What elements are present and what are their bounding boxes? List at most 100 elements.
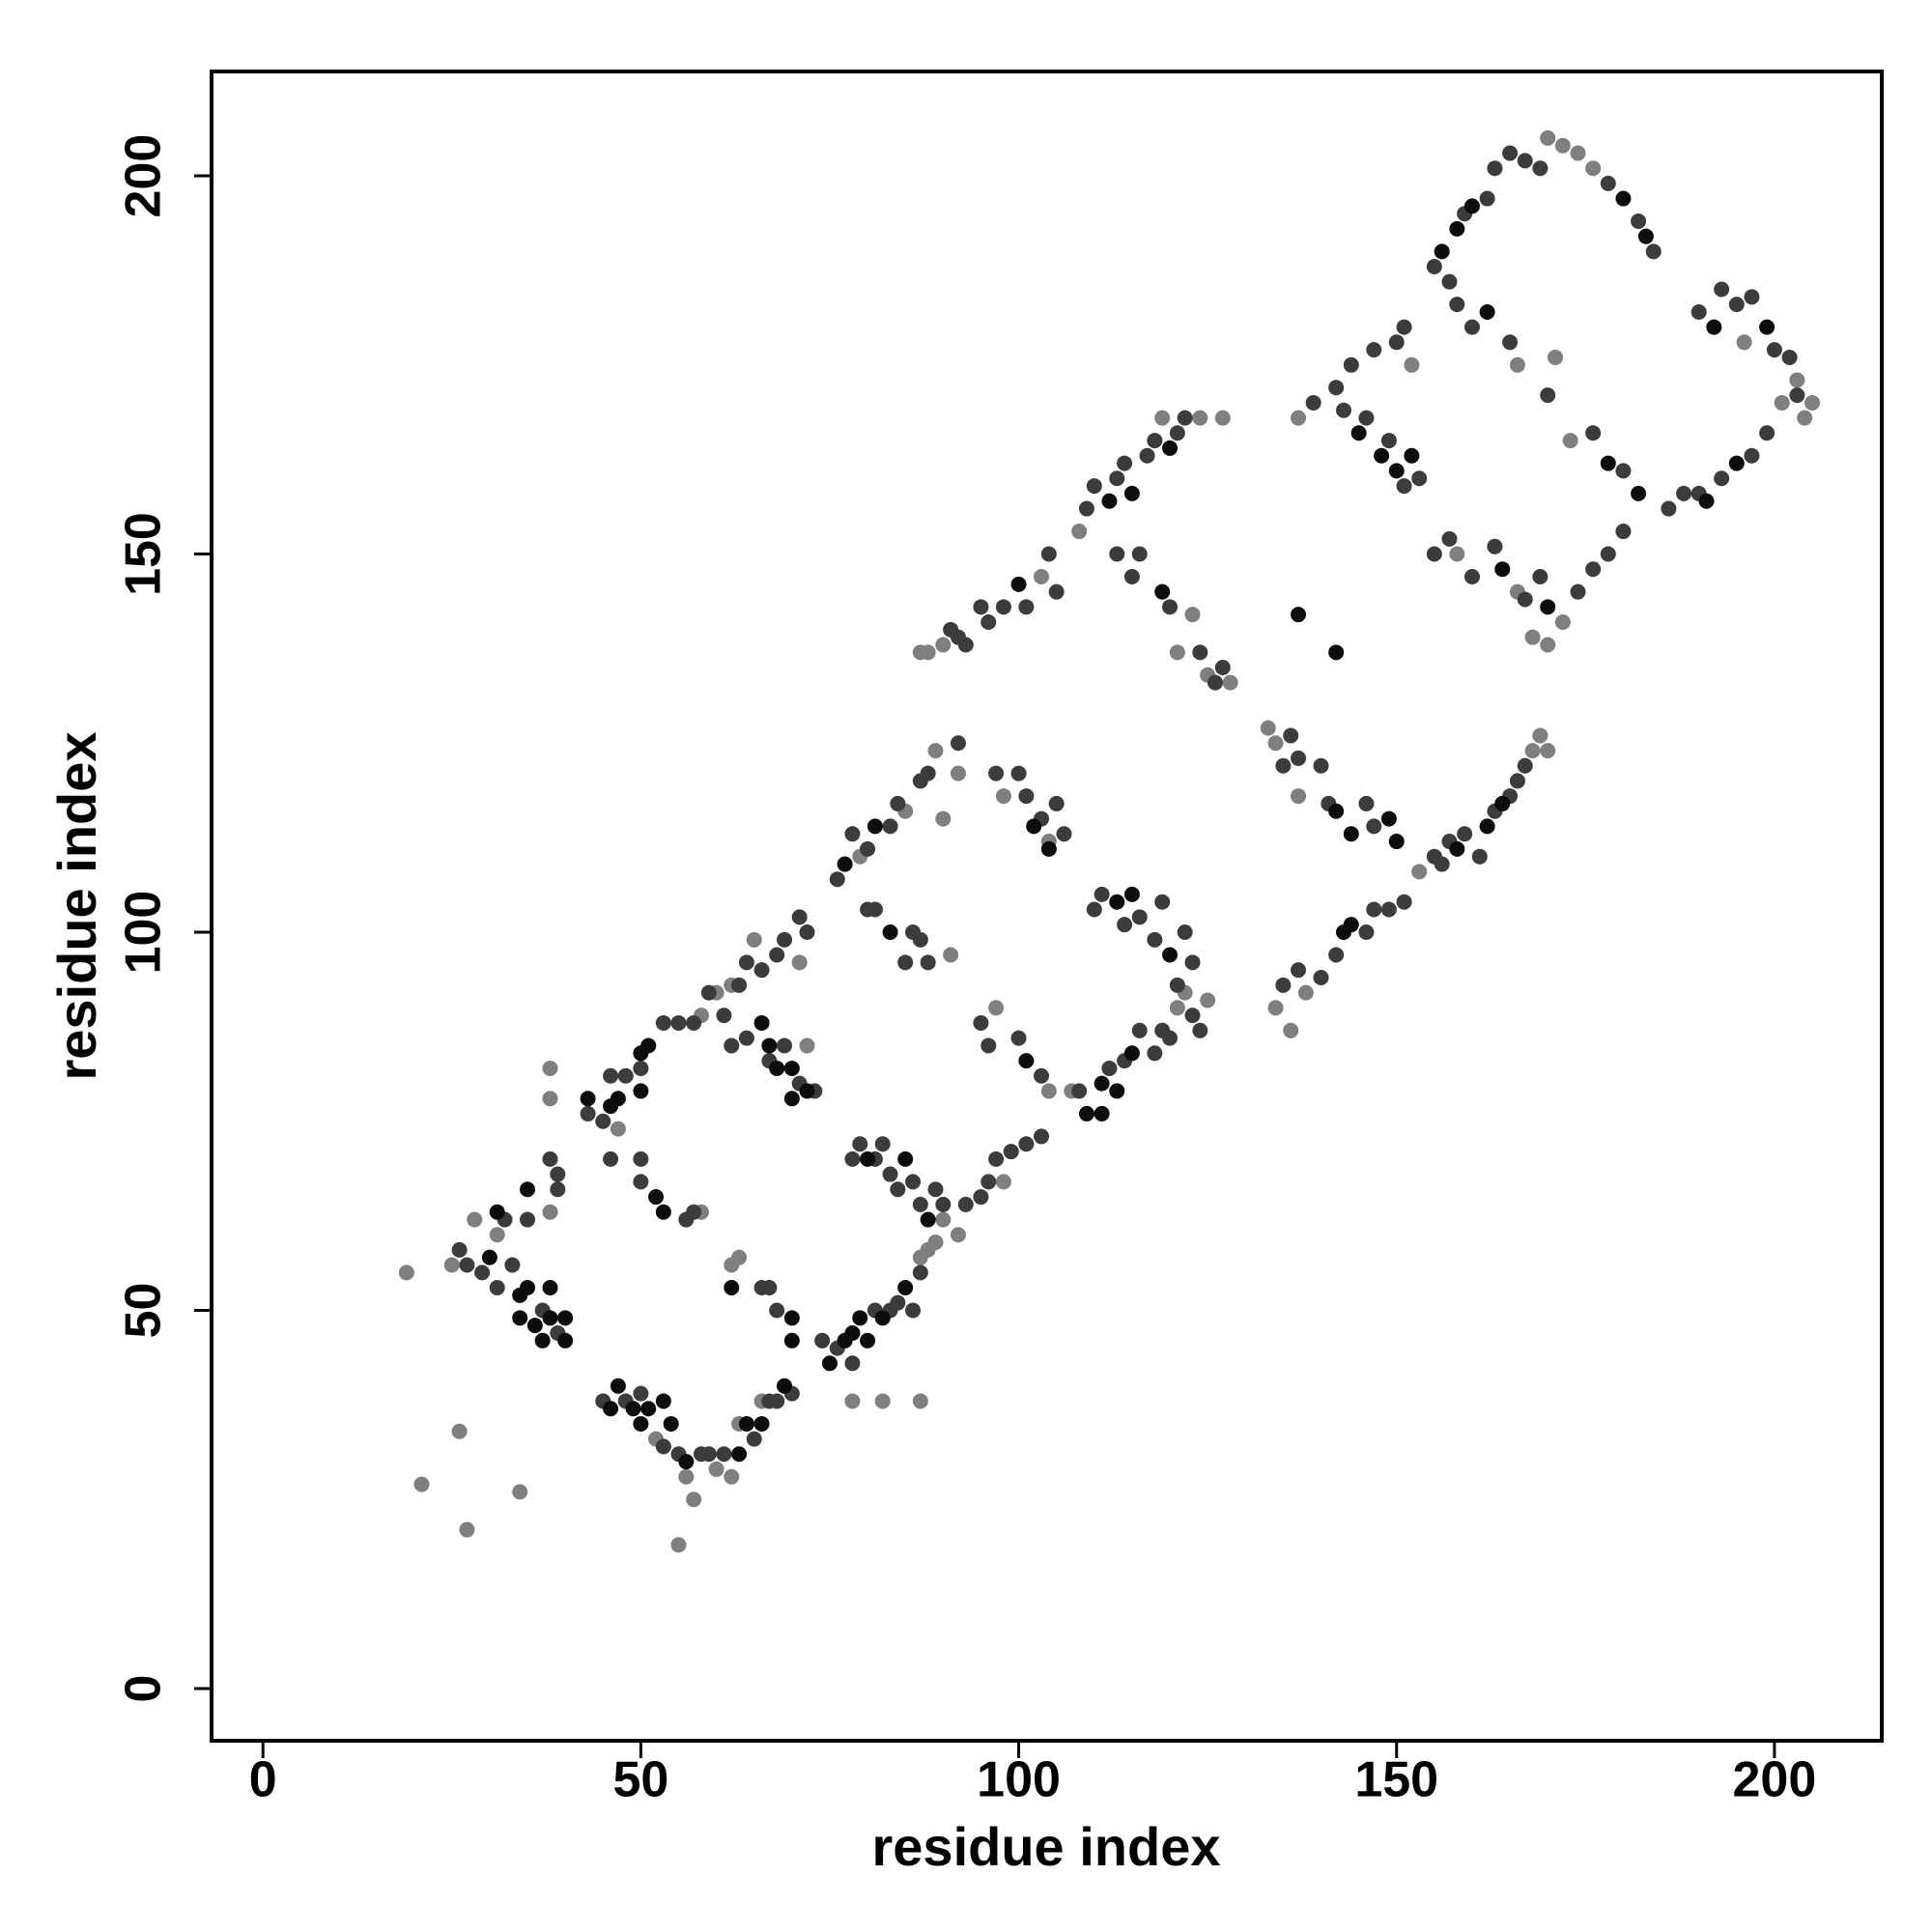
point <box>1441 530 1458 547</box>
point <box>1388 334 1405 351</box>
point <box>678 1454 695 1470</box>
point <box>1010 765 1027 781</box>
point <box>1736 334 1752 351</box>
point <box>1789 387 1805 404</box>
point <box>633 1060 649 1076</box>
point <box>1123 485 1140 501</box>
point <box>1169 1000 1185 1016</box>
point <box>686 1014 702 1031</box>
point <box>1714 281 1730 298</box>
point <box>603 1401 619 1417</box>
point <box>550 1166 566 1182</box>
point <box>814 1332 831 1349</box>
point <box>1411 470 1428 487</box>
point <box>1117 455 1133 471</box>
point <box>1291 607 1307 623</box>
point <box>920 1211 936 1228</box>
point <box>980 613 997 630</box>
point <box>799 1037 815 1054</box>
point <box>1275 977 1292 993</box>
point <box>1532 727 1548 744</box>
point <box>504 1257 521 1273</box>
point <box>1214 659 1231 675</box>
point <box>1358 795 1375 811</box>
point <box>791 954 808 971</box>
point <box>724 1468 740 1485</box>
point <box>1123 886 1140 902</box>
point <box>670 1537 687 1553</box>
point <box>783 1060 800 1076</box>
point <box>935 1211 952 1228</box>
point <box>935 810 952 827</box>
point <box>927 1181 944 1198</box>
point <box>1086 478 1102 495</box>
point <box>867 818 883 835</box>
point <box>852 1310 868 1326</box>
point <box>860 1332 876 1349</box>
point <box>1343 826 1359 842</box>
point <box>1010 1030 1027 1046</box>
point <box>1184 1008 1201 1024</box>
point <box>935 1196 952 1212</box>
point <box>1003 1144 1019 1160</box>
point <box>943 947 959 963</box>
point <box>1214 410 1231 426</box>
point <box>1479 303 1495 320</box>
point <box>1034 1128 1050 1145</box>
point <box>1449 840 1465 857</box>
point <box>783 1091 800 1107</box>
point <box>980 1037 997 1054</box>
point <box>1040 546 1057 562</box>
point <box>821 1355 838 1372</box>
point <box>1305 394 1321 411</box>
point <box>1494 795 1511 811</box>
point <box>1010 576 1027 592</box>
point <box>1192 644 1208 661</box>
point <box>1048 583 1065 600</box>
point <box>1479 190 1495 207</box>
point <box>1034 1067 1050 1084</box>
point <box>1109 894 1125 910</box>
point <box>905 1302 922 1319</box>
point <box>927 1235 944 1251</box>
point <box>1328 947 1345 963</box>
point <box>1366 818 1382 835</box>
point <box>1487 160 1503 177</box>
point <box>1380 901 1397 918</box>
point <box>1117 917 1133 933</box>
point <box>1434 856 1450 872</box>
point <box>1267 735 1284 752</box>
point <box>1071 524 1088 540</box>
point <box>700 1446 717 1463</box>
point <box>459 1521 475 1538</box>
point <box>874 1310 891 1326</box>
point <box>724 1037 740 1054</box>
point <box>1343 917 1359 933</box>
point <box>860 1151 876 1167</box>
point <box>1540 599 1556 615</box>
point <box>912 1393 928 1409</box>
point <box>633 1415 649 1432</box>
point <box>1018 1136 1035 1152</box>
point <box>459 1257 475 1273</box>
point <box>1637 228 1654 244</box>
point <box>1540 387 1556 404</box>
point <box>882 818 898 835</box>
point <box>1101 493 1118 509</box>
point <box>1078 1105 1094 1122</box>
point <box>882 1166 898 1182</box>
point <box>633 1385 649 1402</box>
point <box>1517 757 1533 774</box>
point <box>542 1060 558 1076</box>
point <box>783 1310 800 1326</box>
plot-frame <box>210 70 1884 1743</box>
point <box>837 856 853 872</box>
point <box>957 1196 974 1212</box>
point <box>655 1438 671 1455</box>
point <box>1169 425 1185 441</box>
y-tick-label: 0 <box>116 1675 172 1703</box>
point <box>610 1121 626 1137</box>
point <box>882 924 898 941</box>
point <box>1048 795 1065 811</box>
point <box>1449 297 1465 313</box>
